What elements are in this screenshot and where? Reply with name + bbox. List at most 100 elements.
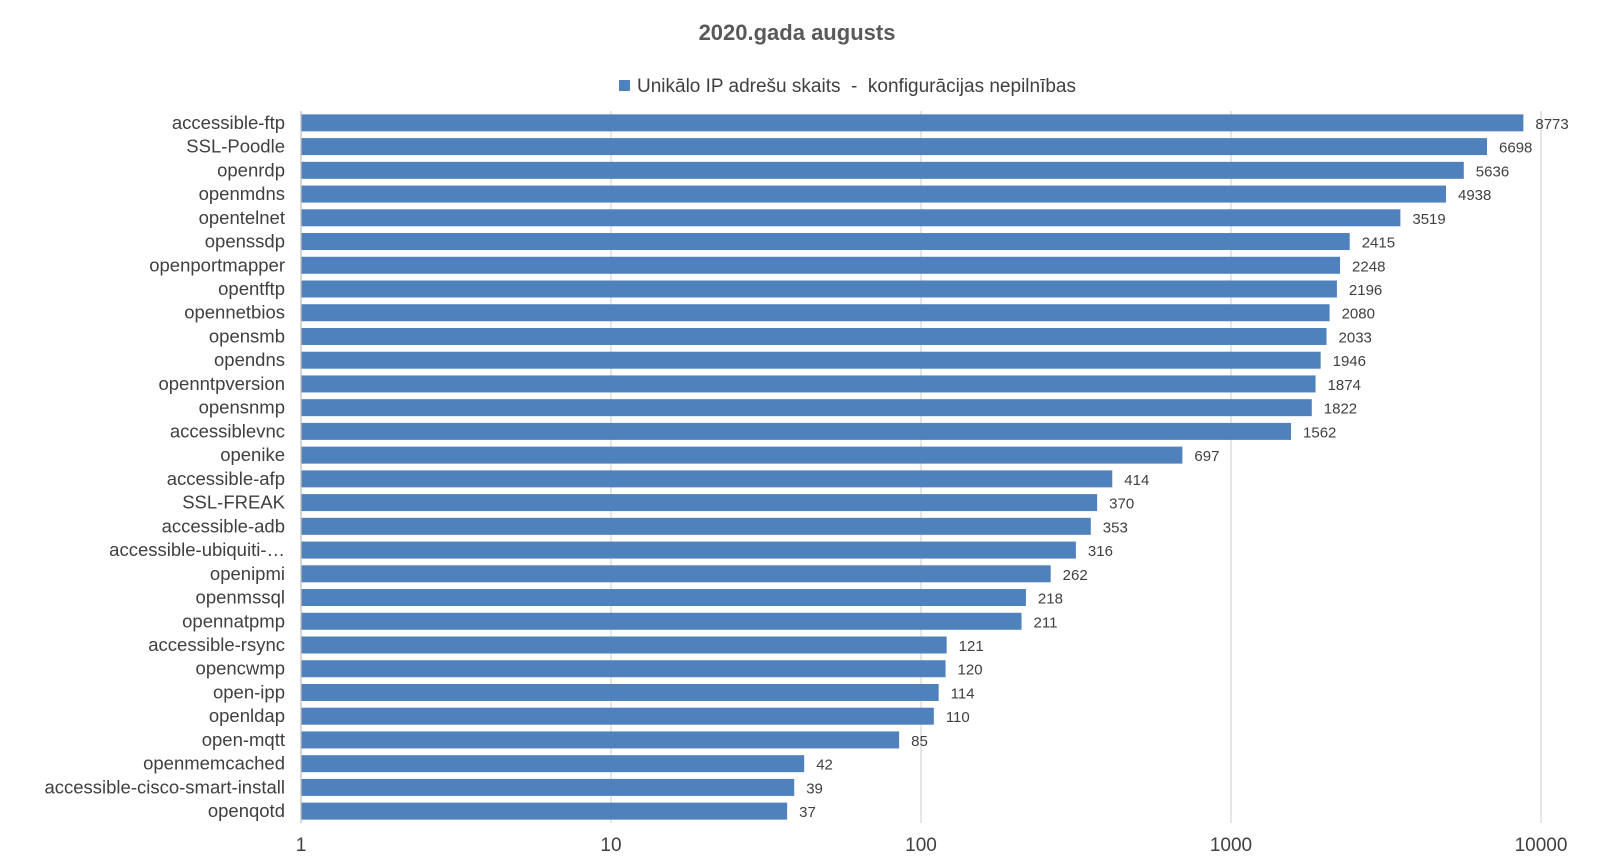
data-label: 697 bbox=[1194, 448, 1219, 465]
category-label: openportmapper bbox=[149, 254, 285, 275]
category-label: accessible-afp bbox=[167, 468, 285, 489]
x-axis-tick-labels: 1 10 100 1000 10000 bbox=[296, 835, 1568, 856]
category-label: opennetbios bbox=[184, 302, 285, 323]
bar bbox=[301, 327, 1327, 345]
bar bbox=[301, 541, 1076, 559]
bar bbox=[301, 517, 1091, 535]
data-label: 6698 bbox=[1499, 140, 1532, 157]
bar bbox=[301, 778, 795, 796]
data-label: 211 bbox=[1034, 614, 1058, 631]
bar bbox=[301, 470, 1113, 488]
data-label: 316 bbox=[1088, 543, 1113, 560]
bar bbox=[301, 494, 1098, 512]
bar bbox=[301, 755, 805, 773]
category-label: openrdp bbox=[217, 159, 285, 180]
category-label: accessible-ftp bbox=[172, 112, 285, 133]
category-label: opentelnet bbox=[199, 207, 285, 228]
category-label: openldap bbox=[209, 705, 285, 726]
category-label: opentftp bbox=[218, 278, 285, 299]
category-label: SSL-FREAK bbox=[182, 492, 285, 513]
bar bbox=[301, 707, 934, 725]
bar bbox=[301, 636, 947, 654]
gridlines bbox=[610, 111, 1542, 823]
x-tick-label: 10000 bbox=[1515, 835, 1568, 856]
category-label: openmdns bbox=[199, 183, 285, 204]
data-label: 8773 bbox=[1535, 116, 1568, 133]
data-label: 120 bbox=[958, 662, 983, 679]
data-label: 2033 bbox=[1339, 329, 1372, 346]
category-label: accessible-adb bbox=[162, 515, 285, 536]
category-label: openmemcached bbox=[143, 753, 285, 774]
bar bbox=[301, 612, 1022, 630]
bar bbox=[301, 422, 1292, 440]
bar bbox=[301, 351, 1321, 369]
data-label: 370 bbox=[1109, 496, 1134, 513]
data-label: 3519 bbox=[1412, 211, 1445, 228]
bars bbox=[301, 114, 1524, 820]
bar bbox=[301, 565, 1051, 583]
bar bbox=[301, 280, 1337, 298]
category-label: opendns bbox=[214, 349, 285, 370]
data-label: 218 bbox=[1038, 591, 1063, 608]
bar bbox=[301, 138, 1488, 156]
bar bbox=[301, 731, 900, 749]
bar bbox=[301, 446, 1183, 464]
category-label: openmssql bbox=[196, 587, 285, 608]
bar bbox=[301, 589, 1026, 607]
data-label: 121 bbox=[959, 638, 984, 655]
category-label: open-mqtt bbox=[202, 729, 285, 750]
data-label: 1822 bbox=[1324, 401, 1357, 418]
category-label: opensnmp bbox=[199, 397, 285, 418]
legend-label: Unikālo IP adrešu skaits - konfigurācija… bbox=[637, 76, 1076, 97]
category-label: accessible-cisco-smart-install bbox=[44, 776, 285, 797]
data-label: 37 bbox=[799, 804, 816, 821]
data-label: 42 bbox=[816, 757, 833, 774]
category-label: openssdp bbox=[205, 231, 285, 252]
data-label: 1562 bbox=[1303, 424, 1336, 441]
legend: Unikālo IP adrešu skaits - konfigurācija… bbox=[619, 76, 1076, 97]
x-tick-label: 1000 bbox=[1210, 835, 1252, 856]
data-label: 1946 bbox=[1333, 353, 1366, 370]
data-label: 2248 bbox=[1352, 258, 1385, 275]
data-label: 353 bbox=[1103, 519, 1128, 536]
bar bbox=[301, 256, 1341, 274]
category-label: accessiblevnc bbox=[170, 420, 285, 441]
bar bbox=[301, 399, 1312, 417]
data-label: 414 bbox=[1124, 472, 1149, 489]
data-label: 4938 bbox=[1458, 187, 1491, 204]
bar bbox=[301, 161, 1464, 179]
bar bbox=[301, 209, 1401, 227]
bar bbox=[301, 683, 939, 701]
bar bbox=[301, 304, 1330, 322]
data-label: 39 bbox=[806, 780, 823, 797]
legend-swatch bbox=[619, 80, 630, 91]
data-label: 2415 bbox=[1362, 235, 1395, 252]
bar bbox=[301, 233, 1350, 251]
category-label: opennatpmp bbox=[182, 610, 285, 631]
x-tick-label: 10 bbox=[600, 835, 621, 856]
category-label: opencwmp bbox=[196, 658, 285, 679]
x-tick-label: 1 bbox=[296, 835, 307, 856]
category-label: open-ipp bbox=[213, 681, 285, 702]
x-tick-label: 100 bbox=[905, 835, 937, 856]
data-label: 262 bbox=[1063, 567, 1088, 584]
category-label: accessible-ubiquiti-… bbox=[109, 539, 285, 560]
data-label: 2080 bbox=[1342, 306, 1375, 323]
bar bbox=[301, 114, 1524, 132]
category-label: openipmi bbox=[210, 563, 285, 584]
data-label: 85 bbox=[911, 733, 928, 750]
category-label: SSL-Poodle bbox=[186, 136, 285, 157]
category-label: accessible-rsync bbox=[148, 634, 285, 655]
category-label: openqotd bbox=[208, 800, 285, 821]
bar bbox=[301, 375, 1316, 393]
data-label: 5636 bbox=[1476, 163, 1509, 180]
data-label: 2196 bbox=[1349, 282, 1382, 299]
bar bbox=[301, 185, 1447, 203]
bar bbox=[301, 802, 788, 820]
category-label: openike bbox=[220, 444, 285, 465]
category-label: openntpversion bbox=[158, 373, 285, 394]
data-label: 114 bbox=[951, 685, 975, 702]
